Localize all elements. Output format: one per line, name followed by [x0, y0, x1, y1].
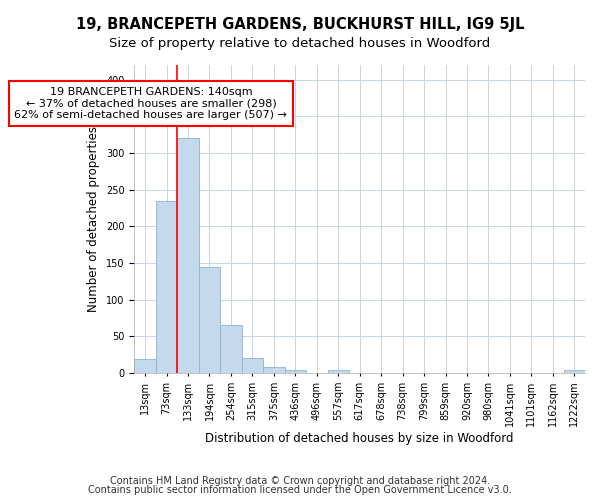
- Text: Contains public sector information licensed under the Open Government Licence v3: Contains public sector information licen…: [88, 485, 512, 495]
- X-axis label: Distribution of detached houses by size in Woodford: Distribution of detached houses by size …: [205, 432, 514, 445]
- Bar: [242, 358, 263, 373]
- Text: 19 BRANCEPETH GARDENS: 140sqm
← 37% of detached houses are smaller (298)
62% of : 19 BRANCEPETH GARDENS: 140sqm ← 37% of d…: [14, 87, 287, 120]
- Bar: [156, 200, 178, 373]
- Bar: [178, 138, 199, 373]
- Bar: [328, 370, 349, 373]
- Bar: [284, 370, 306, 373]
- Text: 19, BRANCEPETH GARDENS, BUCKHURST HILL, IG9 5JL: 19, BRANCEPETH GARDENS, BUCKHURST HILL, …: [76, 18, 524, 32]
- Bar: [220, 326, 242, 373]
- Text: Size of property relative to detached houses in Woodford: Size of property relative to detached ho…: [109, 38, 491, 51]
- Y-axis label: Number of detached properties: Number of detached properties: [88, 126, 100, 312]
- Bar: [134, 358, 156, 373]
- Bar: [199, 267, 220, 373]
- Bar: [563, 370, 585, 373]
- Bar: [263, 368, 284, 373]
- Text: Contains HM Land Registry data © Crown copyright and database right 2024.: Contains HM Land Registry data © Crown c…: [110, 476, 490, 486]
